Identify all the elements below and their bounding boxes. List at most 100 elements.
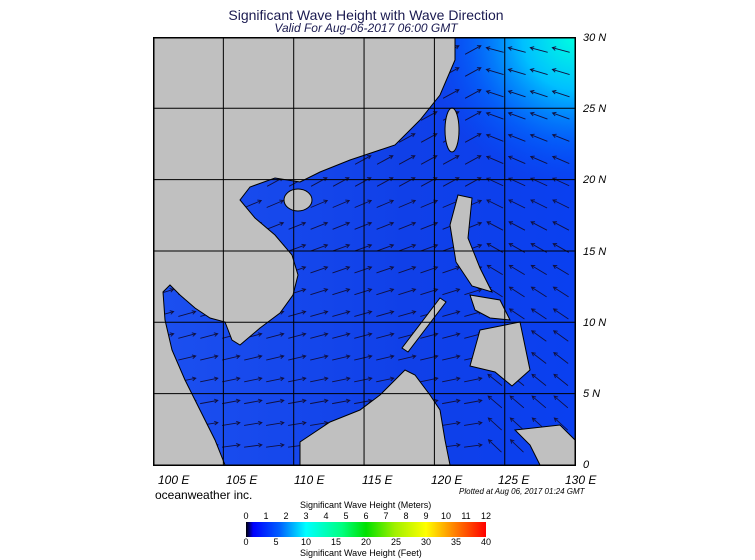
wave-direction-arrow [442, 155, 460, 165]
wave-direction-arrow [442, 376, 461, 383]
wave-direction-arrow [354, 199, 373, 208]
wave-direction-arrow [376, 199, 395, 208]
wave-direction-arrow [244, 199, 263, 208]
wave-direction-arrow [508, 221, 526, 231]
lon-label: 105 E [226, 473, 258, 487]
wave-direction-arrow [529, 90, 548, 98]
colorbar [246, 522, 486, 537]
wave-direction-arrow [509, 439, 524, 453]
colorbar-tick-meters: 11 [461, 511, 471, 521]
wave-direction-arrow [509, 417, 524, 431]
wave-direction-arrow [442, 332, 461, 339]
wave-direction-arrow [398, 221, 417, 230]
lon-label: 115 E [362, 473, 393, 487]
wave-direction-arrow [376, 243, 395, 252]
wave-direction-arrow [288, 354, 307, 361]
wave-direction-arrow [310, 265, 329, 274]
wave-direction-arrow [266, 442, 285, 448]
wave-direction-arrow [464, 155, 482, 165]
wave-direction-arrow [509, 395, 525, 409]
wave-direction-arrow [552, 286, 569, 298]
wave-direction-arrow [442, 398, 461, 405]
lat-label: 0 [583, 459, 590, 471]
wave-direction-arrow [244, 354, 263, 361]
colorbar-tick-meters: 5 [343, 511, 349, 521]
lat-label: 30 N [583, 32, 607, 44]
wave-direction-arrow [310, 243, 329, 252]
wave-direction-arrow [398, 354, 417, 361]
wave-direction-arrow [200, 398, 219, 405]
colorbar-title-feet: Significant Wave Height (Feet) [300, 548, 422, 558]
wave-direction-arrow [507, 133, 526, 142]
wave-direction-arrow [354, 265, 373, 274]
lat-label: 5 N [583, 388, 601, 400]
wave-direction-arrow [354, 332, 373, 339]
wave-direction-arrow [288, 332, 307, 339]
colorbar-tick-meters: 1 [263, 511, 269, 521]
colorbar-tick-meters: 4 [323, 511, 329, 521]
wave-direction-arrow [354, 243, 373, 252]
colorbar-tick-meters: 12 [480, 511, 492, 521]
wave-direction-arrow [530, 264, 547, 276]
wave-direction-arrow [485, 46, 504, 53]
colorbar-tick-feet: 0 [243, 537, 249, 547]
wave-direction-arrow [266, 420, 285, 426]
wave-direction-arrow [354, 155, 372, 165]
wave-direction-arrow [332, 288, 351, 296]
wave-direction-arrow [530, 221, 548, 231]
wave-direction-arrow [551, 111, 570, 120]
wave-direction-arrow [442, 310, 461, 317]
colorbar-tick-feet: 35 [450, 537, 462, 547]
wave-direction-arrow [332, 376, 351, 383]
wave-direction-arrow [507, 111, 526, 120]
wave-direction-arrow [508, 286, 525, 298]
wave-direction-arrow [507, 155, 526, 164]
colorbar-tick-meters: 3 [303, 511, 309, 521]
wave-direction-arrow [266, 221, 285, 230]
lon-label: 110 E [294, 473, 325, 487]
colorbar-tick-feet: 15 [330, 537, 342, 547]
land-hainan [283, 188, 313, 212]
land-luzon [449, 194, 493, 293]
wave-direction-arrow [508, 308, 525, 320]
colorbar-tick-feet: 40 [480, 537, 492, 547]
wave-direction-arrow [464, 442, 483, 448]
wave-direction-arrow [222, 354, 241, 361]
wave-direction-arrow [354, 288, 373, 296]
wave-direction-arrow [310, 221, 329, 230]
wave-direction-arrow [354, 310, 373, 317]
wave-direction-arrow [200, 332, 219, 339]
wave-direction-arrow [244, 420, 263, 426]
wave-direction-arrow [200, 376, 219, 383]
brand-label: oceanweather inc. [155, 488, 253, 502]
lat-label: 10 N [583, 317, 607, 329]
wave-direction-arrow [486, 199, 504, 209]
wave-direction-arrow [551, 46, 570, 53]
wave-direction-arrow [222, 376, 241, 383]
wave-direction-arrow [529, 155, 548, 164]
wave-direction-arrow [531, 351, 547, 364]
wave-direction-arrow [354, 221, 373, 230]
land-taiwan [444, 107, 460, 153]
wave-direction-arrow [332, 221, 351, 230]
wave-direction-arrow [531, 395, 547, 409]
wave-direction-arrow [508, 199, 526, 209]
wave-direction-arrow [487, 373, 503, 387]
wave-direction-arrow [266, 398, 285, 405]
lat-label: 25 N [583, 103, 607, 115]
wave-direction-arrow [531, 373, 547, 387]
wave-direction-arrow [244, 442, 263, 448]
wave-height-map [153, 37, 576, 466]
wave-direction-arrow [376, 221, 395, 230]
colorbar-tick-feet: 25 [390, 537, 402, 547]
wave-direction-arrow [529, 46, 548, 53]
wave-direction-arrow [553, 417, 568, 431]
wave-direction-arrow [507, 68, 526, 76]
wave-direction-arrow [464, 89, 482, 99]
wave-direction-arrow [244, 398, 263, 405]
colorbar-tick-feet: 30 [420, 537, 432, 547]
wave-direction-arrow [530, 286, 547, 298]
wave-direction-arrow [200, 354, 219, 361]
wave-direction-arrow [552, 330, 569, 342]
